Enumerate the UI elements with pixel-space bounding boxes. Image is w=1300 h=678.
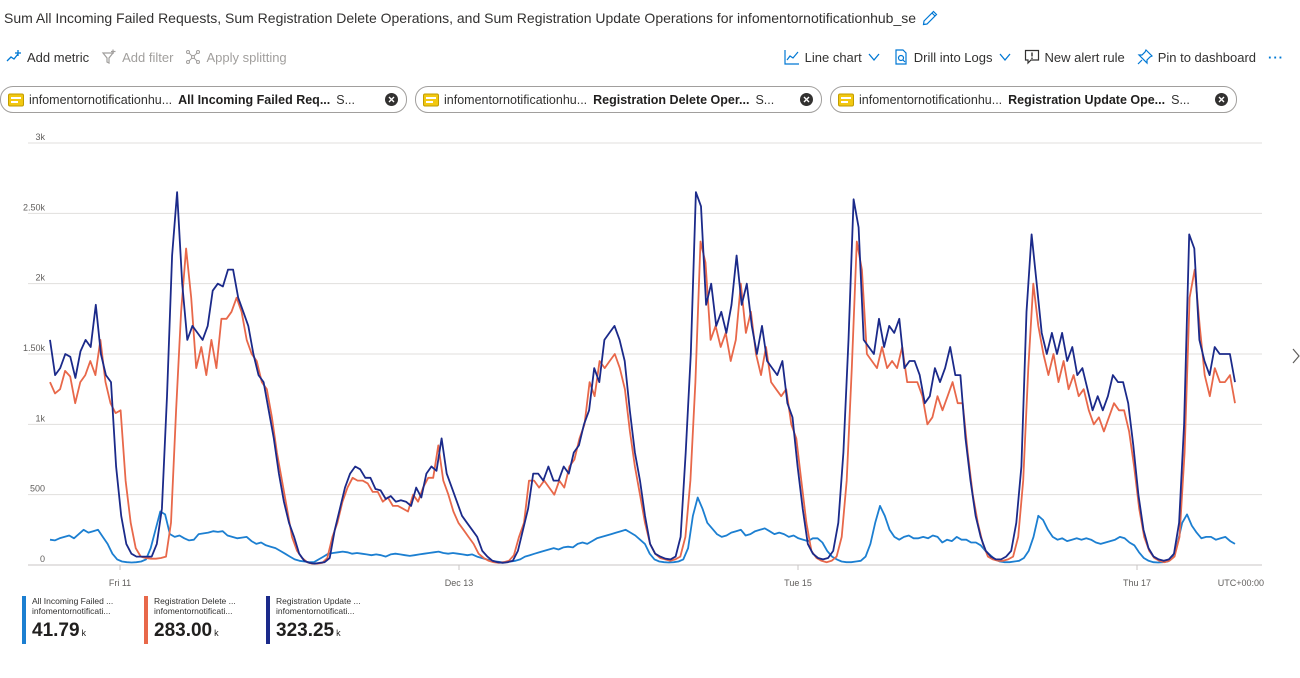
- legend-total-value: 283.00: [154, 620, 213, 641]
- pill-resource: infomentornotificationhu...: [444, 92, 588, 107]
- x-tick-label: Thu 17: [1123, 578, 1151, 588]
- line-chart-dropdown[interactable]: Line chart: [778, 45, 887, 69]
- more-options-button[interactable]: ···: [1262, 45, 1290, 69]
- legend-metric-name: All Incoming Failed ...: [32, 596, 114, 606]
- chart-legend: All Incoming Failed ... infomentornotifi…: [22, 596, 388, 644]
- legend-total-value: 41.79: [32, 620, 80, 641]
- splitting-icon: [186, 50, 201, 64]
- close-icon[interactable]: [385, 93, 398, 106]
- timezone-label: UTC+00:00: [1218, 578, 1264, 588]
- x-tick-label: Dec 13: [445, 578, 474, 588]
- add-metric-button[interactable]: Add metric: [0, 45, 95, 69]
- close-icon[interactable]: [1215, 93, 1228, 106]
- y-tick-label: 2k: [35, 273, 45, 283]
- y-tick-label: 0: [40, 554, 45, 564]
- legend-metric-name: Registration Delete ...: [154, 596, 236, 606]
- legend-item-registration-delete[interactable]: Registration Delete ... infomentornotifi…: [144, 596, 266, 644]
- legend-item-registration-update[interactable]: Registration Update ... infomentornotifi…: [266, 596, 388, 644]
- chevron-down-icon: [999, 53, 1010, 62]
- legend-resource-name: infomentornotificati...: [154, 606, 233, 616]
- chevron-down-icon: [868, 53, 880, 62]
- x-tick-label: Tue 15: [784, 578, 812, 588]
- pill-metric: Registration Update Ope...: [1008, 92, 1166, 107]
- notification-hub-icon: [8, 93, 24, 106]
- toolbar: Add metric Add filter Apply splitting Li…: [0, 44, 1290, 70]
- apply-splitting-label: Apply splitting: [206, 49, 287, 65]
- x-tick-label: Fri 11: [109, 578, 131, 588]
- logs-icon: [895, 49, 907, 65]
- series-line: [49, 240, 1236, 565]
- legend-total-unit: k: [214, 628, 219, 638]
- more-options-icon: ···: [1268, 49, 1284, 65]
- new-alert-rule-button[interactable]: New alert rule: [1018, 45, 1131, 69]
- add-metric-icon: [6, 50, 21, 62]
- legend-color-bar: [144, 596, 148, 644]
- line-chart-label: Line chart: [804, 49, 862, 65]
- drill-into-logs-label: Drill into Logs: [913, 49, 993, 65]
- metric-pill-registration-delete[interactable]: infomentornotificationhu... Registration…: [415, 86, 822, 113]
- legend-metric-name: Registration Update ...: [276, 596, 361, 606]
- series-line: [49, 496, 1236, 564]
- notification-hub-icon: [838, 93, 854, 106]
- legend-resource-name: infomentornotificati...: [32, 606, 111, 616]
- pin-to-dashboard-label: Pin to dashboard: [1157, 49, 1256, 65]
- apply-splitting-button[interactable]: Apply splitting: [179, 45, 292, 69]
- legend-total-unit: k: [81, 628, 87, 638]
- close-icon[interactable]: [800, 93, 813, 106]
- legend-color-bar: [266, 596, 270, 644]
- add-filter-button[interactable]: Add filter: [95, 45, 179, 69]
- title-row: Sum All Incoming Failed Requests, Sum Re…: [4, 7, 938, 29]
- line-chart-icon: [784, 50, 799, 65]
- pencil-edit-icon[interactable]: [922, 10, 938, 26]
- pill-aggregation: S...: [336, 92, 356, 107]
- pill-resource: infomentornotificationhu...: [29, 92, 173, 107]
- legend-item-failed-requests[interactable]: All Incoming Failed ... infomentornotifi…: [22, 596, 144, 644]
- legend-total-value: 323.25: [276, 620, 335, 641]
- y-tick-label: 500: [30, 484, 45, 494]
- y-tick-label: 2.50k: [23, 202, 46, 212]
- new-alert-rule-label: New alert rule: [1044, 49, 1125, 65]
- pill-resource: infomentornotificationhu...: [859, 92, 1003, 107]
- y-tick-label: 1.50k: [23, 343, 46, 353]
- legend-resource-name: infomentornotificati...: [276, 606, 355, 616]
- pin-to-dashboard-button[interactable]: Pin to dashboard: [1131, 45, 1262, 69]
- y-tick-label: 3k: [35, 132, 45, 142]
- y-tick-label: 1k: [35, 413, 45, 423]
- notification-hub-icon: [423, 93, 439, 106]
- pin-icon: [1137, 49, 1153, 65]
- pill-metric: All Incoming Failed Req...: [178, 92, 331, 107]
- pill-aggregation: S...: [1171, 92, 1190, 107]
- chart-title: Sum All Incoming Failed Requests, Sum Re…: [4, 10, 917, 26]
- alert-icon: [1024, 49, 1039, 65]
- line-chart[interactable]: 0 500 1k 1.50k 2k 2.50k 3k Fri 11 Dec 13 Tue 15 Th…: [0, 132, 1290, 594]
- pill-aggregation: S...: [755, 92, 775, 107]
- chevron-right-icon[interactable]: [1292, 348, 1300, 364]
- metric-pill-registration-update[interactable]: infomentornotificationhu... Registration…: [830, 86, 1237, 113]
- add-filter-icon: [101, 49, 116, 64]
- legend-color-bar: [22, 596, 26, 644]
- legend-total-unit: k: [336, 628, 341, 638]
- metric-pill-failed-requests[interactable]: infomentornotificationhu... All Incoming…: [0, 86, 407, 113]
- add-metric-label: Add metric: [27, 49, 90, 65]
- add-filter-label: Add filter: [122, 49, 174, 65]
- drill-into-logs-dropdown[interactable]: Drill into Logs: [887, 45, 1018, 69]
- pill-metric: Registration Delete Oper...: [593, 92, 750, 107]
- series-line: [49, 191, 1236, 565]
